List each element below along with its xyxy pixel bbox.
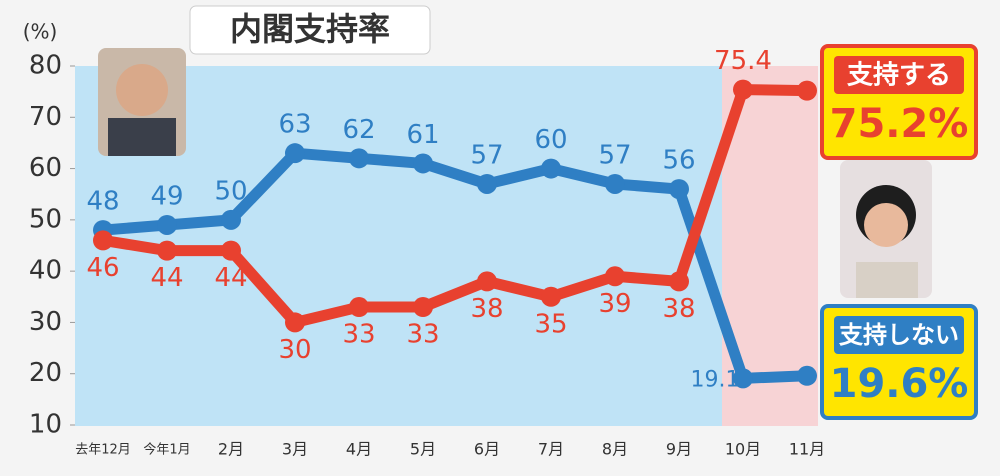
point xyxy=(221,240,241,261)
data-label: 60 xyxy=(534,125,567,155)
y-tick-label: 10 xyxy=(29,410,62,440)
point xyxy=(349,148,369,169)
point xyxy=(221,209,241,230)
point xyxy=(541,286,561,307)
data-label: 38 xyxy=(470,294,503,324)
x-tick-label: 今年1月 xyxy=(143,442,190,458)
point xyxy=(157,214,177,235)
x-tick-label: 9月 xyxy=(666,440,692,459)
data-label: 48 xyxy=(86,187,119,217)
data-label: 33 xyxy=(406,320,439,350)
y-tick-label: 50 xyxy=(29,204,62,234)
data-label: 57 xyxy=(598,140,631,170)
y-tick-label: 20 xyxy=(29,358,62,388)
point xyxy=(477,173,497,194)
y-unit: (%) xyxy=(23,20,58,44)
data-label: 44 xyxy=(150,263,183,293)
photo xyxy=(98,48,186,156)
data-label: 46 xyxy=(86,253,119,283)
legend-box: 支持する 75.2% xyxy=(820,44,978,160)
legend-box: 支持しない 19.6% xyxy=(820,304,978,420)
point xyxy=(541,158,561,179)
legend-label: 支持しない xyxy=(839,321,959,349)
x-tick-label: 去年12月 xyxy=(75,443,131,458)
data-label: 19.1 xyxy=(691,367,740,392)
x-tick-label: 6月 xyxy=(474,440,500,459)
y-tick-label: 30 xyxy=(29,307,62,337)
x-tick-label: 4月 xyxy=(346,440,372,459)
legend-value: 19.6% xyxy=(830,361,969,407)
point xyxy=(797,365,817,386)
point xyxy=(733,368,753,389)
data-label: 30 xyxy=(278,335,311,365)
chart-title: 内閣支持率 xyxy=(230,10,390,48)
y-tick-label: 70 xyxy=(29,102,62,132)
y-tick-label: 80 xyxy=(29,51,62,81)
x-tick-label: 3月 xyxy=(282,440,308,459)
data-label: 38 xyxy=(662,294,695,324)
point xyxy=(285,143,305,164)
point xyxy=(285,312,305,333)
point xyxy=(413,297,433,318)
line xyxy=(102,84,808,328)
data-label: 63 xyxy=(278,110,311,140)
x-tick-label: 10月 xyxy=(725,440,761,459)
title-box xyxy=(189,5,431,55)
x-tick-label: 2月 xyxy=(218,440,244,459)
point xyxy=(797,80,817,101)
point xyxy=(477,271,497,292)
data-label: 44 xyxy=(214,263,247,293)
point xyxy=(669,179,689,200)
data-label: 50 xyxy=(214,176,247,206)
data-label: 35 xyxy=(534,309,567,339)
data-label: 56 xyxy=(662,146,695,176)
data-label: 61 xyxy=(406,120,439,150)
x-tick-label: 5月 xyxy=(410,440,436,459)
point xyxy=(157,240,177,261)
y-tick-label: 60 xyxy=(29,153,62,183)
photo xyxy=(840,160,932,298)
point xyxy=(605,266,625,287)
y-tick-label: 40 xyxy=(29,256,62,286)
point xyxy=(733,79,753,100)
point xyxy=(605,173,625,194)
data-label: 33 xyxy=(342,320,375,350)
line xyxy=(102,147,808,384)
data-label: 49 xyxy=(150,181,183,211)
data-label: 57 xyxy=(470,140,503,170)
point xyxy=(349,297,369,318)
data-label: 75.4 xyxy=(714,46,772,76)
x-tick-label: 11月 xyxy=(789,440,825,459)
data-label: 39 xyxy=(598,289,631,319)
legend-label: 支持する xyxy=(847,61,951,91)
point xyxy=(413,153,433,174)
legend-value: 75.2% xyxy=(830,101,969,147)
x-tick-label: 7月 xyxy=(538,440,564,459)
x-tick-label: 8月 xyxy=(602,440,628,459)
data-label: 62 xyxy=(342,115,375,145)
point xyxy=(93,230,113,251)
point xyxy=(669,271,689,292)
